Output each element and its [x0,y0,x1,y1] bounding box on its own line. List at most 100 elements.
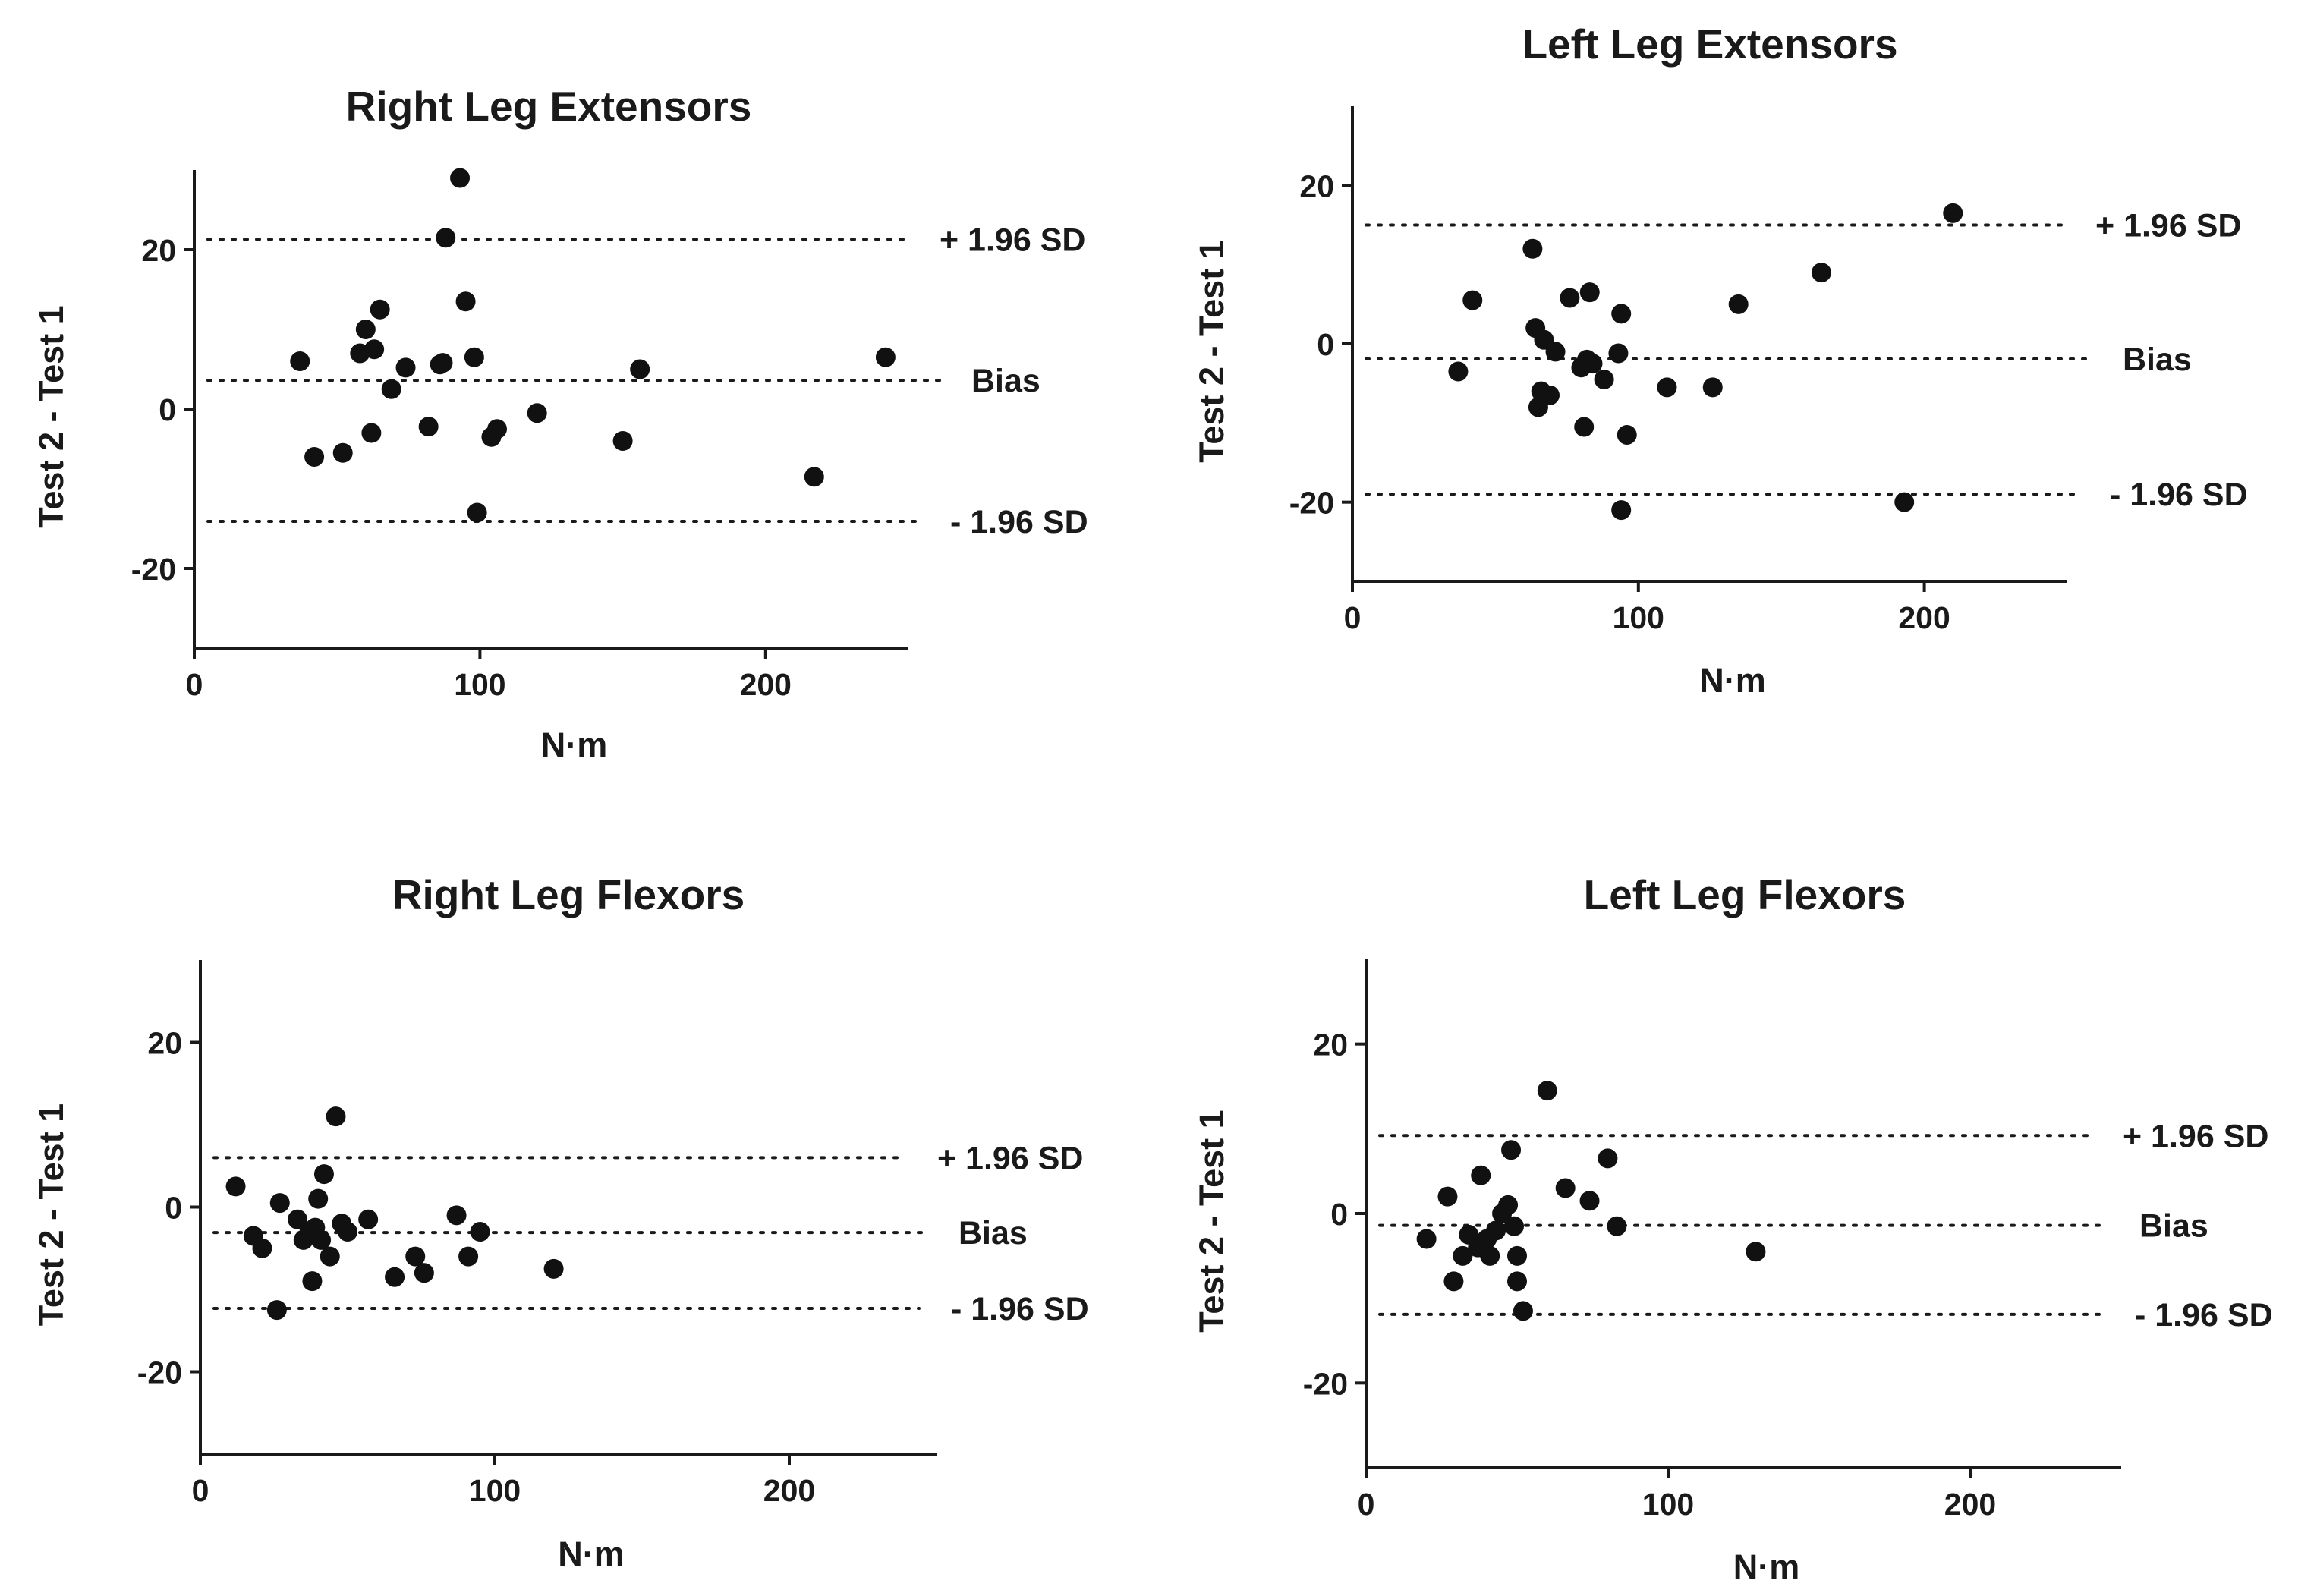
data-point [1501,1140,1522,1160]
y-tick-label: -20 [137,1355,182,1390]
y-tick-label: 20 [1299,168,1334,203]
data-point [1443,1271,1464,1292]
data-point [527,403,547,423]
data-point [290,351,310,371]
data-point [446,1205,467,1226]
data-point [1453,1245,1473,1266]
x-tick-label: 200 [740,667,792,702]
y-tick-label: 0 [159,392,176,427]
reference-line-label: Bias [2123,342,2192,378]
data-point [1894,492,1915,512]
data-point [1608,343,1629,364]
plot-panel: Right Leg Extensors 0 100 200 -20 0 20 N·m Test … [32,83,1088,764]
data-point [381,379,401,399]
data-point [1611,500,1632,521]
data-point [1513,1301,1533,1321]
x-tick-label: 200 [1898,600,1950,635]
x-tick-label: 100 [469,1473,521,1508]
data-point [320,1246,340,1267]
data-point [1579,1191,1600,1211]
data-point [1507,1245,1527,1266]
data-point [338,1222,357,1242]
chart-title: Right Leg Extensors [346,83,752,130]
data-point [332,442,353,463]
data-point [1594,369,1614,389]
data-point [1498,1195,1519,1215]
x-tick-label: 0 [1358,1487,1375,1522]
y-tick-label: 0 [1317,327,1334,362]
y-tick-label: 20 [141,233,176,268]
data-point [1607,1216,1627,1236]
data-point [252,1238,272,1258]
chart-title: Left Leg Flexors [1584,871,1906,918]
data-point [436,228,456,248]
y-tick-label: -20 [131,552,176,587]
x-tick-label: 200 [763,1473,815,1508]
data-point [225,1176,246,1197]
data-point [313,1164,334,1185]
data-point [1537,1081,1557,1101]
data-point [311,1229,332,1250]
data-point [486,419,507,439]
data-point [1582,354,1603,374]
x-tick-label: 200 [1944,1487,1996,1522]
data-point [414,1263,434,1283]
data-point [308,1188,329,1209]
data-point [467,502,487,523]
x-tick-label: 0 [192,1473,209,1508]
data-point [1728,294,1749,314]
data-point [1486,1220,1506,1241]
data-point [455,291,476,312]
y-tick-label: -20 [1289,486,1334,521]
data-point [304,447,325,467]
data-point [1416,1229,1437,1249]
chart-title: Right Leg Flexors [392,871,745,918]
data-point [1579,282,1600,303]
y-axis-label: Test 2 - Test 1 [32,305,71,527]
plot-panel: Left Leg Flexors 0 100 200 -20 0 20 N·m Test 2 -… [1192,871,2273,1586]
data-point [543,1258,564,1279]
reference-line-label: - 1.96 SD [2135,1297,2273,1333]
data-point [1504,1216,1525,1236]
data-point [1598,1148,1618,1169]
y-tick-label: 0 [1330,1197,1348,1232]
data-point [1657,377,1677,398]
y-tick-label: -20 [1303,1366,1348,1401]
y-axis-label: Test 2 - Test 1 [32,1103,71,1326]
data-point [302,1271,323,1292]
y-tick-label: 20 [147,1026,182,1061]
data-point [1471,1165,1491,1185]
data-point [370,299,390,320]
data-point [361,423,382,443]
data-point [1539,385,1560,405]
x-tick-label: 100 [454,667,505,702]
data-point [326,1106,346,1127]
data-point [364,339,385,360]
x-axis-label: N·m [1733,1547,1800,1586]
data-point [1522,238,1543,259]
reference-line-label: - 1.96 SD [950,504,1088,540]
data-point [1545,342,1566,362]
x-axis-label: N·m [1699,661,1766,700]
data-point [1480,1245,1500,1266]
reference-line-label: + 1.96 SD [940,222,1085,258]
y-axis-label: Test 2 - Test 1 [1192,1110,1231,1332]
reference-line-label: Bias [2139,1208,2208,1245]
reference-line-label: + 1.96 SD [2123,1118,2268,1154]
data-point [1560,288,1580,308]
data-point [1555,1178,1576,1198]
x-axis-label: N·m [558,1535,625,1573]
data-point [804,467,824,487]
data-point [612,431,633,451]
data-point [385,1267,405,1287]
data-point [358,1209,379,1229]
data-point [355,320,376,339]
data-point [470,1222,490,1242]
chart-title: Left Leg Extensors [1522,20,1897,68]
data-point [875,347,896,367]
data-point [1437,1186,1458,1207]
reference-line-label: Bias [971,363,1040,399]
x-axis-label: N·m [541,726,608,764]
data-point [1811,263,1831,283]
